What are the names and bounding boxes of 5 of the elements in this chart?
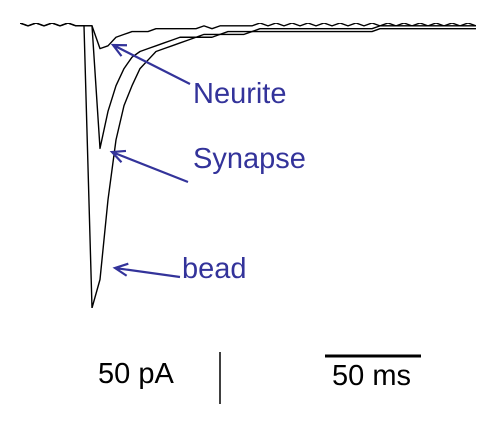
- text: bead: [182, 253, 247, 285]
- text: 50 pA: [98, 358, 174, 390]
- series-label: Neurite: [193, 78, 286, 110]
- text: 50 ms: [332, 360, 411, 392]
- text: Synapse: [193, 143, 306, 175]
